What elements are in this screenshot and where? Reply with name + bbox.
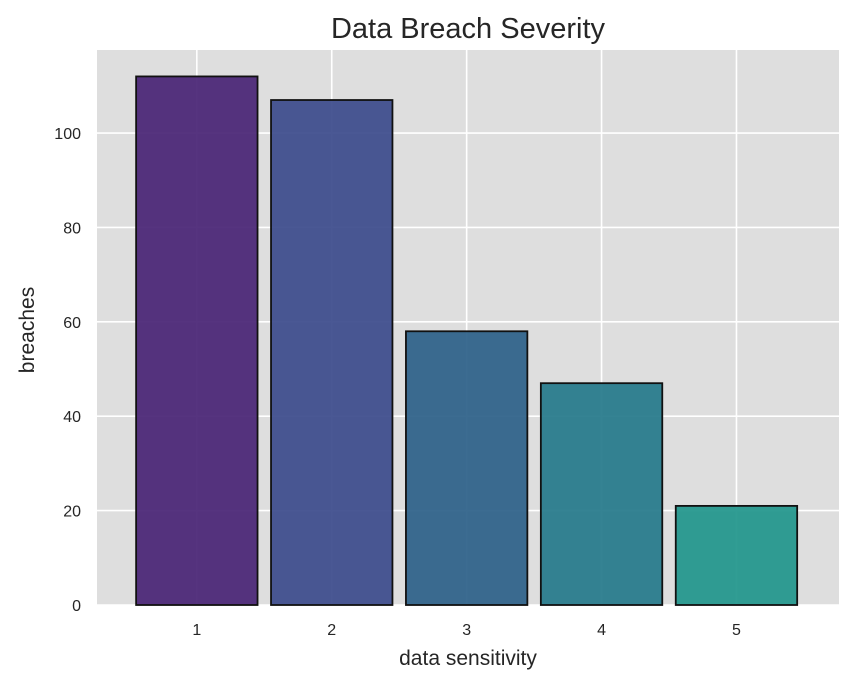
bar-2 <box>270 99 394 606</box>
x-tick-label: 1 <box>192 622 201 639</box>
bar-5 <box>674 504 799 606</box>
y-tick-label: 40 <box>63 409 81 426</box>
tick-labels: 0 20 40 60 80 100 1 2 3 4 5 <box>54 126 741 639</box>
x-tick-label: 3 <box>462 622 471 639</box>
y-tick-label: 100 <box>54 126 81 143</box>
x-tick-label: 2 <box>327 622 336 639</box>
x-tick-label: 5 <box>732 622 741 639</box>
y-tick-label: 20 <box>63 504 81 521</box>
bar-3 <box>405 330 529 606</box>
x-axis-label: data sensitivity <box>399 647 537 670</box>
y-tick-label: 80 <box>63 220 81 237</box>
y-axis-label: breaches <box>16 287 39 373</box>
y-tick-label: 0 <box>72 598 81 615</box>
x-tick-label: 4 <box>597 622 606 639</box>
bar-4 <box>539 382 664 606</box>
y-tick-label: 60 <box>63 315 81 332</box>
chart-title: Data Breach Severity <box>331 13 606 45</box>
bars <box>135 75 799 606</box>
bar-1 <box>135 75 259 606</box>
